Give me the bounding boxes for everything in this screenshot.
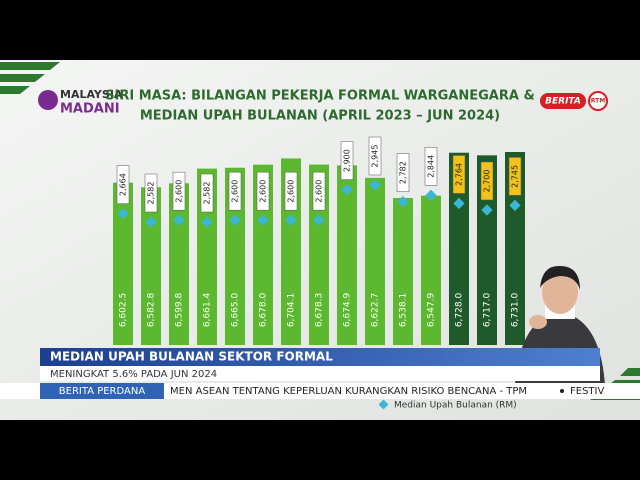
value-label: 2,764 [455, 163, 464, 186]
label-box [480, 161, 494, 201]
subline: MENINGKAT 5.6% PADA JUN 2024 [50, 369, 217, 380]
value-label: 6,728.0 [455, 293, 465, 328]
value-label: 6,547.9 [427, 293, 437, 328]
marker [397, 195, 409, 208]
value-label: 2,600 [259, 180, 268, 203]
headline: MEDIAN UPAH BULANAN SEKTOR FORMAL [50, 350, 333, 364]
marker [481, 204, 493, 216]
legend-marker [378, 399, 389, 410]
ticker-label: BERITA PERDANA [59, 386, 146, 397]
value-label: 6,731.0 [511, 293, 521, 328]
label-box [116, 165, 130, 204]
value-label: 2,844 [427, 155, 436, 178]
bar [169, 183, 189, 345]
bar [365, 177, 385, 345]
marker [201, 216, 213, 228]
value-label: 6,622.7 [371, 293, 381, 327]
marker [229, 214, 241, 226]
ticker-dot [560, 389, 564, 393]
logo-text: BERITA [545, 97, 581, 107]
label-box [340, 141, 354, 180]
chart-title: MEDIAN UPAH BULANAN (APRIL 2023 – JUN 20… [140, 109, 500, 124]
ticker-text: MEN ASEAN TENTANG KEPERLUAN KURANGKAN RI… [170, 386, 527, 397]
value-label: 6,678.0 [259, 293, 269, 328]
marker [313, 214, 325, 226]
value-label: 6,602.5 [119, 293, 129, 327]
subline-bar [40, 366, 600, 381]
marker [369, 179, 381, 191]
bar [337, 165, 357, 345]
bar [393, 198, 413, 345]
value-label: 2,600 [175, 180, 184, 203]
bar [477, 155, 497, 345]
logo-text: MALAYSIA [60, 88, 123, 101]
marker [145, 216, 157, 228]
label-box [312, 171, 326, 211]
marker [509, 199, 521, 212]
value-label: 2,782 [399, 161, 408, 184]
label-box [284, 171, 298, 211]
ticker-label-box [40, 383, 164, 399]
bar [505, 152, 525, 345]
marker [285, 214, 297, 226]
value-label: 6,678.3 [315, 293, 325, 327]
label-box [144, 173, 158, 213]
value-label: 6,704.1 [287, 293, 297, 327]
marker [453, 197, 465, 210]
value-label: 2,582 [203, 182, 212, 205]
bar [225, 167, 245, 345]
label-box [228, 171, 242, 211]
value-label: 2,582 [147, 182, 156, 205]
marker [341, 183, 353, 196]
legend-label: Median Upah Bulanan (RM) [394, 401, 517, 411]
value-label: 2,600 [315, 180, 324, 203]
logo-madani: MALAYSIA MADANI [38, 88, 123, 117]
value-label: 6,674.9 [343, 293, 353, 328]
value-label: 6,582.8 [147, 293, 157, 328]
bar [113, 182, 133, 345]
bar [141, 187, 161, 345]
value-label: 6,717.0 [483, 293, 493, 328]
marker [257, 214, 269, 226]
value-label: 2,600 [231, 180, 240, 203]
bar [449, 152, 469, 345]
marker [425, 189, 437, 201]
headline-bar [40, 348, 600, 366]
label-box [508, 157, 522, 196]
value-label: 2,745 [511, 165, 520, 188]
label-box [396, 153, 410, 192]
marker [173, 214, 185, 226]
label-box [424, 147, 438, 186]
value-label: 6,661.4 [203, 293, 213, 328]
logo-text: MADANI [60, 102, 120, 117]
value-label: 6,538.1 [399, 293, 409, 327]
plot: 6,602.5 6,582.8 6,599.8 6,661.4 6,665.0 6,678… [113, 136, 525, 345]
value-label: 6,599.8 [175, 293, 185, 328]
value-label: 2,600 [287, 180, 296, 203]
label-box [452, 155, 466, 194]
label-box [172, 171, 186, 211]
legend: Median Upah Bulanan (RM) [378, 399, 517, 411]
value-label: 6,665.0 [231, 293, 241, 328]
bar [421, 195, 441, 345]
logo-text: RTM [591, 98, 605, 105]
label-box [200, 173, 214, 213]
label-box [256, 171, 270, 211]
value-label: 2,700 [483, 170, 492, 193]
label-box [368, 136, 382, 176]
value-label: 2,945 [371, 145, 380, 168]
ticker-text: FESTIV [570, 386, 604, 397]
chart-title: SIRI MASA: BILANGAN PEKERJA FORMAL WARGA… [105, 89, 535, 104]
value-label: 2,664 [119, 173, 128, 196]
bar [197, 168, 217, 345]
value-label: 2,900 [343, 149, 352, 172]
channel-logo: BERITA RTM [540, 91, 608, 111]
